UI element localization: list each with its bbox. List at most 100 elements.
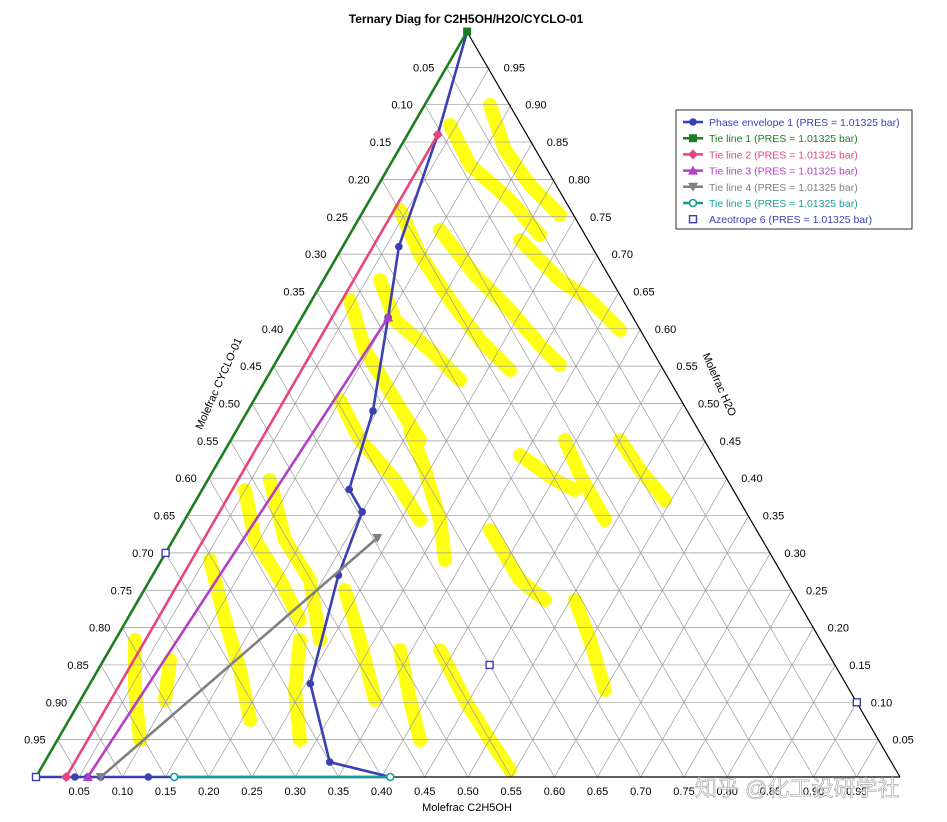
- tick-bottom-7: 0.40: [371, 786, 392, 798]
- tick-bottom-3: 0.20: [198, 786, 219, 798]
- tick-right-15: 0.80: [568, 174, 589, 186]
- grid-line-c2h5oh-5: [251, 216, 577, 778]
- legend-marker-1: [689, 134, 697, 143]
- grid-line-cyclo-11: [230, 440, 426, 778]
- highlight-stroke-20: [158, 653, 177, 707]
- grid-line-cyclo-5: [359, 216, 685, 778]
- legend-label-0: Phase envelope 1 (PRES = 1.01325 bar): [709, 117, 900, 129]
- tick-bottom-17: 0.90: [803, 786, 824, 798]
- tick-left-11: 0.60: [175, 473, 196, 485]
- series-0-point-5: [345, 485, 354, 494]
- tick-left-8: 0.45: [240, 361, 261, 373]
- grid-line-cyclo-13: [186, 515, 339, 778]
- tick-left-13: 0.70: [132, 548, 153, 560]
- tick-bottom-15: 0.80: [716, 786, 737, 798]
- legend-marker-5: [688, 198, 698, 208]
- tick-left-3: 0.20: [348, 174, 369, 186]
- tick-labels: 0.05 0.10 0.15 0.20 0.25 0.30 0.35 0.40 0.45 0.50…: [24, 62, 914, 798]
- tick-left-5: 0.30: [305, 249, 326, 261]
- highlight-stroke-17: [393, 643, 427, 747]
- tick-bottom-18: 0.95: [846, 786, 867, 798]
- legend-label-4: Tie line 4 (PRES = 1.01325 bar): [709, 182, 858, 194]
- grid-lines: [57, 66, 879, 778]
- axis-label-bottom: Molefrac C2H5OH: [422, 802, 512, 814]
- frame-right-edge: [465, 29, 901, 778]
- tick-bottom-4: 0.25: [241, 786, 262, 798]
- highlight-stroke-0: [443, 118, 547, 242]
- tick-right-8: 0.45: [720, 436, 741, 448]
- tick-right-5: 0.30: [784, 548, 805, 560]
- series-0-point-2: [395, 242, 403, 251]
- series-6: [31, 548, 861, 782]
- highlight-stroke-16: [433, 643, 517, 777]
- tick-right-2: 0.15: [849, 660, 870, 672]
- tick-left-9: 0.50: [219, 399, 240, 411]
- highlight-stroke-9: [513, 448, 582, 497]
- tick-right-11: 0.60: [655, 324, 676, 336]
- highlight-stroke-5: [433, 223, 567, 372]
- tick-bottom-8: 0.45: [414, 786, 435, 798]
- tick-bottom-9: 0.50: [457, 786, 478, 798]
- tick-right-4: 0.25: [806, 585, 827, 597]
- tick-left-10: 0.55: [197, 436, 218, 448]
- series-2-point-0: [432, 129, 443, 140]
- tick-right-17: 0.90: [525, 100, 546, 112]
- tick-left-1: 0.10: [391, 100, 412, 112]
- series-3-point-0: [383, 312, 394, 322]
- watermark-text: 知乎 @化工设研学社: [695, 776, 899, 801]
- series-2: [61, 129, 443, 782]
- grid-line-c2h5oh-3: [165, 141, 534, 778]
- highlight-stroke-14: [238, 483, 307, 627]
- highlight-stroke-2: [393, 203, 517, 377]
- highlight-stroke-13: [263, 473, 327, 647]
- tick-left-16: 0.85: [67, 660, 88, 672]
- legend-marker-3: [688, 165, 698, 175]
- tick-right-12: 0.65: [633, 286, 654, 298]
- tick-left-0: 0.05: [413, 62, 434, 74]
- tick-right-9: 0.50: [698, 399, 719, 411]
- legend-label-6: Azeotrope 6 (PRES = 1.01325 bar): [709, 214, 872, 226]
- series-5-point-1: [169, 772, 179, 782]
- series-5-point-0: [385, 772, 395, 782]
- legend: Phase envelope 1 (PRES = 1.01325 bar) Tie…: [675, 109, 913, 230]
- grid-line-c2h5oh-7: [338, 291, 620, 778]
- tick-right-3: 0.20: [828, 623, 849, 635]
- highlight-stroke-3: [373, 273, 467, 387]
- series-0-point-15: [71, 773, 79, 781]
- tick-left-15: 0.80: [89, 623, 110, 635]
- tick-right-6: 0.35: [763, 511, 784, 523]
- legend-marker-6: [688, 214, 698, 224]
- grid-line-c2h5oh-9: [424, 365, 663, 778]
- highlight-stroke-11: [483, 523, 552, 607]
- tick-bottom-10: 0.55: [500, 786, 521, 798]
- tick-right-14: 0.75: [590, 212, 611, 224]
- series-3: [82, 312, 394, 781]
- grid-line-c2h5oh-15: [683, 590, 793, 778]
- grid-line-c2h5oh-13: [597, 515, 750, 778]
- series-line-2: [65, 133, 439, 778]
- legend-box: [675, 109, 913, 230]
- highlight-stroke-21: [338, 583, 382, 707]
- series-2-point-1: [61, 772, 72, 782]
- tick-bottom-16: 0.85: [760, 786, 781, 798]
- tick-right-13: 0.70: [612, 249, 633, 261]
- legend-marker-0: [689, 118, 697, 126]
- series-line-3: [86, 316, 390, 778]
- highlight-stroke-18: [288, 633, 307, 747]
- grid-line-c2h5oh-1: [78, 67, 490, 778]
- axis-label-left: Molefrac CYCLO-01: [194, 336, 245, 431]
- tick-bottom-2: 0.15: [155, 786, 176, 798]
- highlight-stroke-7: [333, 393, 427, 527]
- grid-line-cyclo-15: [143, 590, 253, 778]
- tick-bottom-13: 0.70: [630, 786, 651, 798]
- highlight-stroke-22: [613, 433, 672, 507]
- tick-bottom-12: 0.65: [587, 786, 608, 798]
- tick-left-14: 0.75: [111, 585, 132, 597]
- grid-line-cyclo-12: [208, 478, 382, 778]
- tick-bottom-5: 0.30: [284, 786, 305, 798]
- tick-bottom-0: 0.05: [68, 786, 89, 798]
- tick-bottom-14: 0.75: [673, 786, 694, 798]
- tick-bottom-1: 0.10: [112, 786, 133, 798]
- tick-right-0: 0.05: [892, 735, 913, 747]
- grid-line-cyclo-9: [273, 365, 512, 778]
